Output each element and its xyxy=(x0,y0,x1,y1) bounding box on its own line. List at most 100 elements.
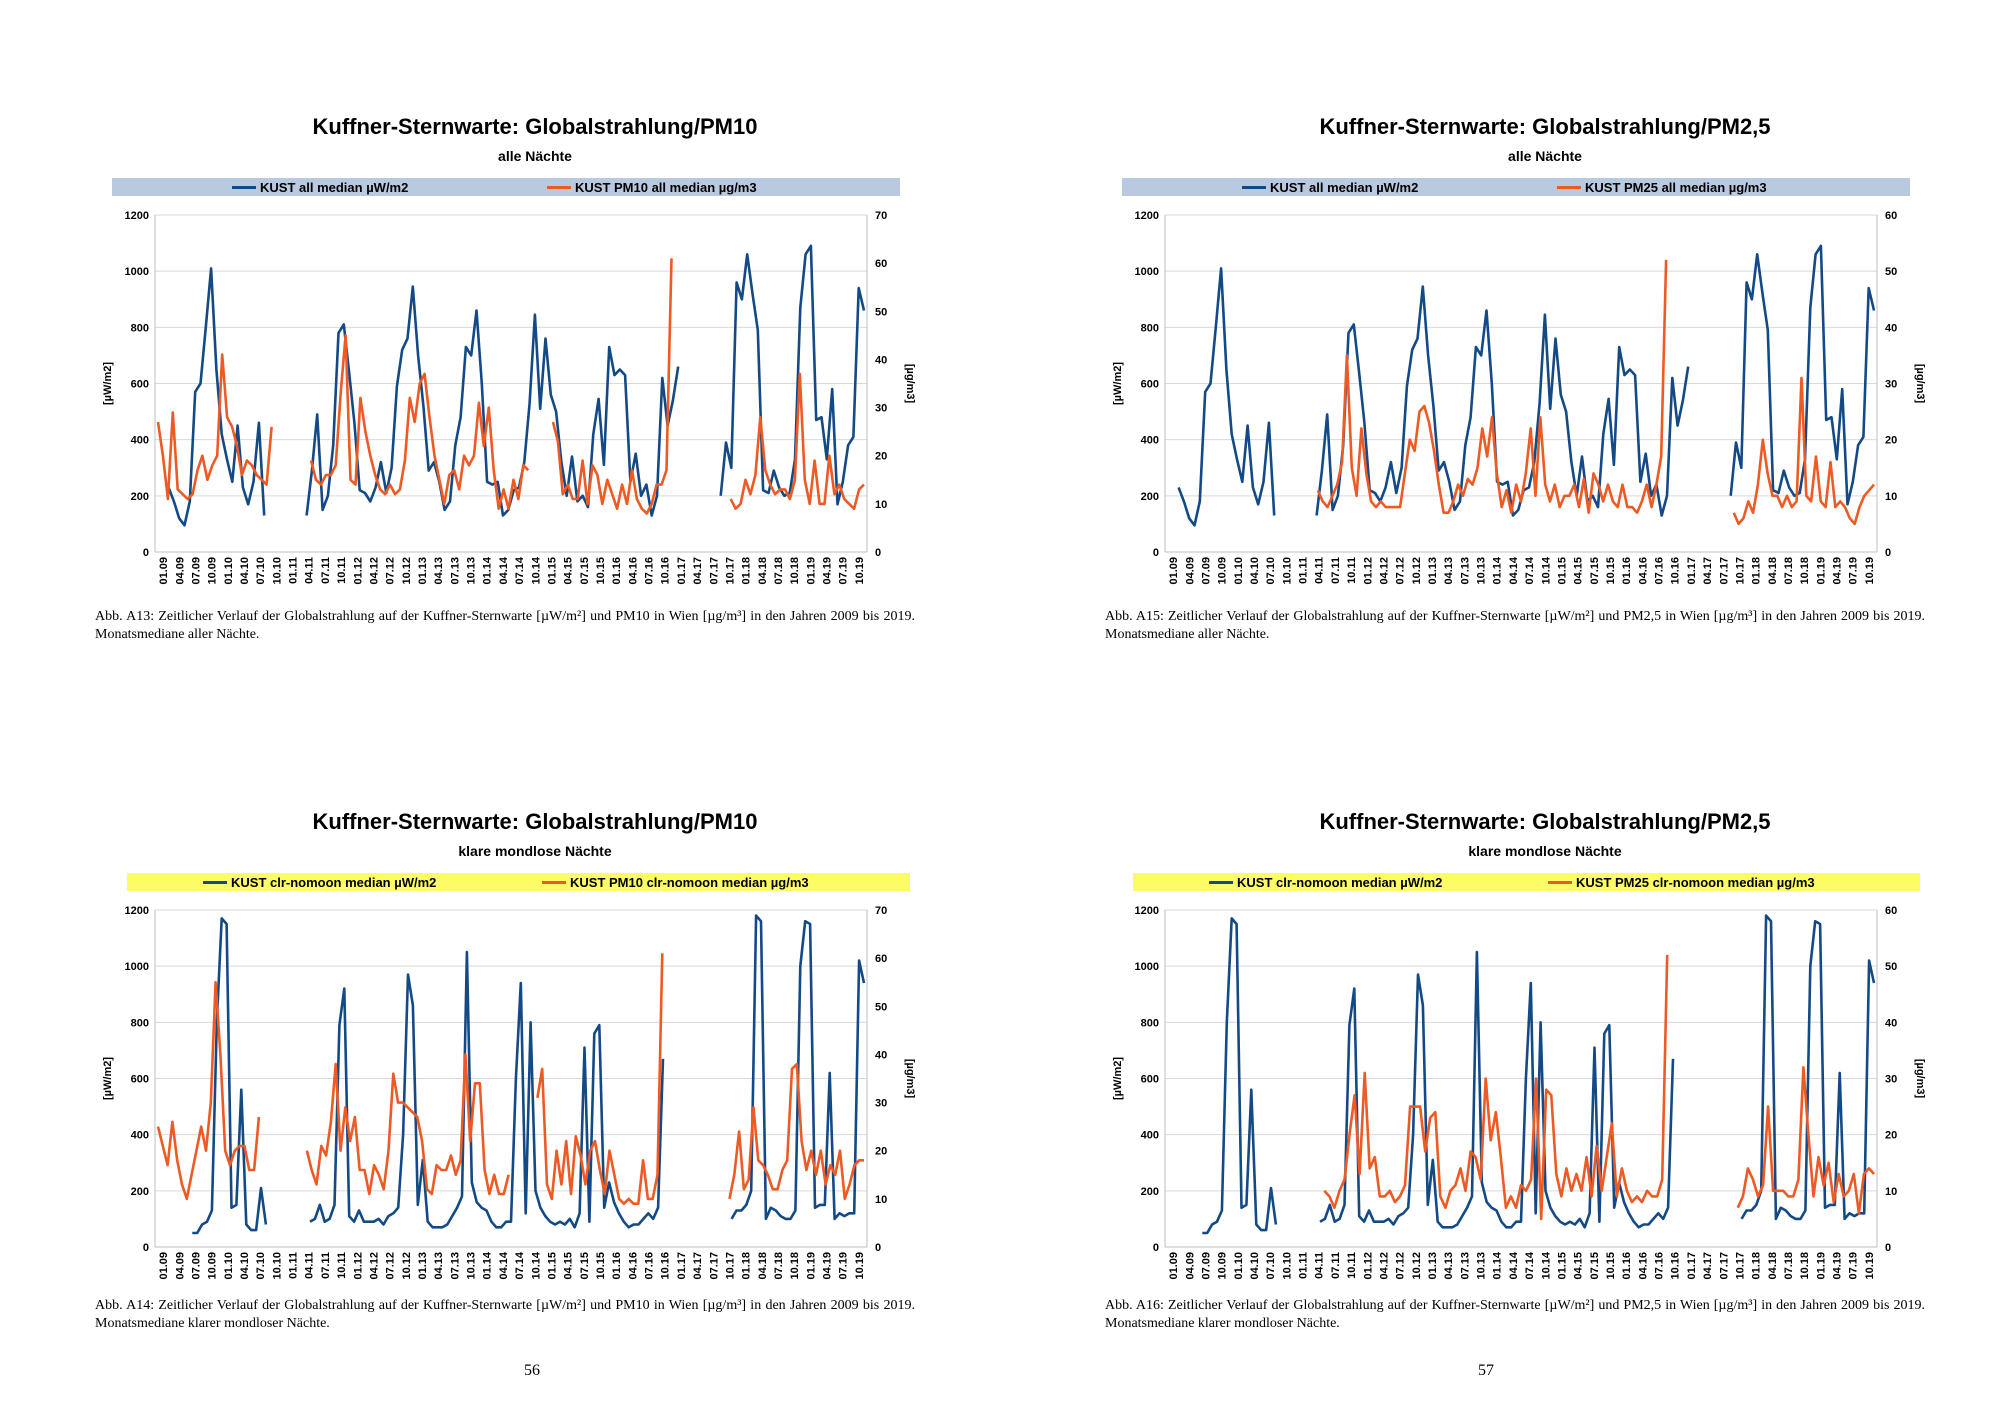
x-tick-label: 10.19 xyxy=(854,557,866,585)
x-tick-label: 04.10 xyxy=(1249,1252,1261,1280)
chart-subtitle: klare mondlose Nächte xyxy=(1468,843,1622,859)
x-tick-label: 10.13 xyxy=(466,1252,478,1280)
x-tick-label: 04.14 xyxy=(498,1251,510,1279)
x-tick-label: 01.13 xyxy=(417,557,429,585)
x-tick-label: 10.12 xyxy=(401,1252,413,1280)
legend-swatch-blue xyxy=(203,880,227,884)
series-line-radiation xyxy=(192,914,866,1235)
x-tick-label: 07.09 xyxy=(190,557,202,585)
x-tick-label: 01.19 xyxy=(805,1252,817,1280)
x-tick-label: 10.14 xyxy=(530,556,542,584)
y-tick-label: 400 xyxy=(1141,1130,1159,1142)
x-tick-label: 10.18 xyxy=(789,1252,801,1280)
x-tick-label: 04.13 xyxy=(1443,557,1455,585)
legend-label: KUST PM10 clr-nomoon median µg/m3 xyxy=(570,874,809,890)
x-tick-label: 01.15 xyxy=(546,1252,558,1280)
x-tick-label: 10.15 xyxy=(1605,1252,1617,1280)
x-tick-label: 01.12 xyxy=(1362,557,1374,585)
series-line-pm xyxy=(1316,259,1875,526)
x-tick-label: 07.11 xyxy=(1330,557,1342,584)
x-tick-label: 04.18 xyxy=(1767,1252,1779,1280)
y-tick-label: 0 xyxy=(1153,1242,1159,1254)
y2-axis-label: [µg/m3] xyxy=(904,364,916,404)
x-tick-label: 01.13 xyxy=(417,1252,429,1280)
x-tick-label: 01.14 xyxy=(1492,1251,1504,1279)
x-tick-label: 01.15 xyxy=(1556,557,1568,585)
x-tick-label: 10.13 xyxy=(1476,1252,1488,1280)
x-tick-label: 01.19 xyxy=(1815,1252,1827,1280)
x-tick-label: 07.17 xyxy=(1718,557,1730,585)
x-tick-label: 07.16 xyxy=(644,1252,656,1280)
chart-title: Kuffner-Sternwarte: Globalstrahlung/PM10 xyxy=(312,114,758,139)
series-line-radiation xyxy=(167,244,866,527)
x-tick-label: 01.13 xyxy=(1427,557,1439,585)
x-tick-label: 10.16 xyxy=(1670,1252,1682,1280)
y-tick-label: 1200 xyxy=(125,905,149,917)
x-tick-label: 10.09 xyxy=(1217,557,1229,585)
y2-tick-label: 70 xyxy=(875,905,887,917)
y-axis-label: [µW/m2] xyxy=(1112,1057,1124,1100)
figure-caption: Abb. A15: Zeitlicher Verlauf der Globals… xyxy=(1105,609,1925,642)
legend-swatch-blue xyxy=(1209,880,1233,884)
x-tick-label: 10.09 xyxy=(1217,1252,1229,1280)
y-tick-label: 800 xyxy=(131,1017,149,1029)
x-tick-label: 04.11 xyxy=(1314,557,1326,584)
series-line-radiation xyxy=(1202,914,1876,1235)
x-tick-label: 04.15 xyxy=(1573,557,1585,585)
y-tick-label: 1000 xyxy=(125,961,149,973)
legend-label: KUST PM25 all median µg/m3 xyxy=(1585,179,1767,195)
legend-label: KUST PM25 clr-nomoon median µg/m3 xyxy=(1576,874,1815,890)
x-tick-label: 07.18 xyxy=(773,1252,785,1280)
x-tick-label: 01.09 xyxy=(1168,557,1180,585)
x-tick-label: 04.12 xyxy=(368,1252,380,1280)
x-tick-label: 10.12 xyxy=(1411,1252,1423,1280)
x-tick-label: 07.09 xyxy=(190,1252,202,1280)
x-tick-label: 07.13 xyxy=(1459,1252,1471,1280)
legend-swatch-orange xyxy=(547,185,571,189)
legend-entry: KUST PM25 clr-nomoon median µg/m3 xyxy=(1548,873,1815,891)
x-tick-label: 04.14 xyxy=(498,556,510,584)
x-tick-label: 10.19 xyxy=(1864,1252,1876,1280)
chart-plot: 0 200 400 600 800 1000 1200 0 10 20 30 40 50 60 70 [µW/… xyxy=(102,905,916,1280)
legend-label: KUST clr-nomoon median µW/m2 xyxy=(1237,874,1443,890)
y-tick-label: 1000 xyxy=(125,266,149,278)
x-tick-label: 07.09 xyxy=(1200,1252,1212,1280)
x-tick-label: 10.18 xyxy=(789,557,801,585)
x-tick-label: 10.12 xyxy=(1411,557,1423,585)
figure-caption: Abb. A16: Zeitlicher Verlauf der Globals… xyxy=(1105,1298,1925,1331)
x-tick-label: 04.10 xyxy=(239,557,251,585)
y2-tick-label: 40 xyxy=(1885,1017,1897,1029)
x-tick-label: 10.14 xyxy=(1540,1251,1552,1279)
y2-tick-label: 10 xyxy=(1885,1186,1897,1198)
x-tick-label: 04.16 xyxy=(1637,557,1649,585)
y-tick-label: 1200 xyxy=(1135,905,1159,917)
legend-label: KUST all median µW/m2 xyxy=(1270,179,1419,195)
x-tick-label: 10.19 xyxy=(1864,557,1876,585)
x-tick-label: 07.14 xyxy=(514,1251,526,1279)
x-tick-label: 01.14 xyxy=(482,1251,494,1279)
x-tick-label: 07.17 xyxy=(708,557,720,585)
y-axis-label: [µW/m2] xyxy=(102,1057,114,1100)
x-tick-label: 04.15 xyxy=(563,557,575,585)
x-tick-label: 10.10 xyxy=(1281,1252,1293,1280)
x-tick-label: 07.13 xyxy=(449,557,461,585)
x-tick-label: 01.10 xyxy=(223,1252,235,1280)
x-tick-label: 07.12 xyxy=(385,1252,397,1280)
x-tick-label: 07.15 xyxy=(1589,557,1601,585)
x-tick-label: 07.16 xyxy=(1654,557,1666,585)
x-tick-label: 07.16 xyxy=(644,557,656,585)
x-tick-label: 10.17 xyxy=(1734,1252,1746,1280)
x-tick-label: 01.10 xyxy=(1233,1252,1245,1280)
y2-tick-label: 30 xyxy=(875,403,887,415)
x-tick-label: 04.15 xyxy=(563,1252,575,1280)
y2-tick-label: 20 xyxy=(1885,1130,1897,1142)
legend-entry: KUST clr-nomoon median µW/m2 xyxy=(1209,873,1442,891)
y-tick-label: 600 xyxy=(131,1074,149,1086)
x-tick-label: 10.11 xyxy=(1346,1252,1358,1279)
x-tick-label: 01.11 xyxy=(1298,557,1310,584)
legend-entry: KUST PM10 clr-nomoon median µg/m3 xyxy=(542,873,809,891)
chart-plot: 0 200 400 600 800 1000 1200 0 10 20 30 40 50 60 70 [µW/… xyxy=(102,210,916,585)
x-tick-label: 01.18 xyxy=(741,557,753,585)
y2-tick-label: 60 xyxy=(875,953,887,965)
y2-tick-label: 10 xyxy=(875,1194,887,1206)
